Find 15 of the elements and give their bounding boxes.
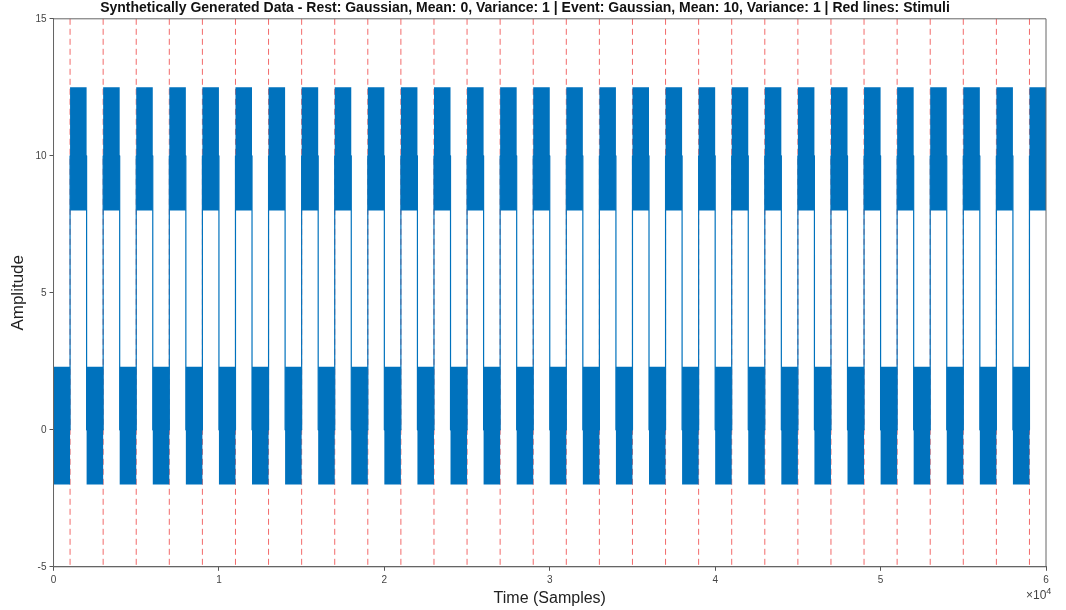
x-tick-label: 5 bbox=[877, 573, 884, 585]
x-tick-label: 2 bbox=[381, 573, 388, 585]
y-tick-label: 15 bbox=[35, 12, 47, 24]
x-tick-label: 3 bbox=[546, 573, 553, 585]
x-tick-label: 6 bbox=[1043, 573, 1050, 585]
y-axis-title: Amplitude bbox=[7, 255, 27, 331]
x-tick-label: 4 bbox=[712, 573, 719, 585]
x-tick-label: 1 bbox=[216, 573, 223, 585]
y-tick-label: 0 bbox=[40, 423, 47, 435]
y-tick-label: -5 bbox=[37, 560, 47, 572]
x-tick-label: 0 bbox=[50, 573, 57, 585]
y-tick-label: 10 bbox=[35, 149, 47, 161]
y-tick-label: 5 bbox=[40, 286, 47, 298]
x-axis-title: Time (Samples) bbox=[493, 588, 606, 606]
chart-title: Synthetically Generated Data - Rest: Gaussian, Mean: 0, Variance: 1 | Event: Gaussian, Mean: 10, Variance: 1 | Red lines: Stimuli bbox=[100, 0, 950, 16]
